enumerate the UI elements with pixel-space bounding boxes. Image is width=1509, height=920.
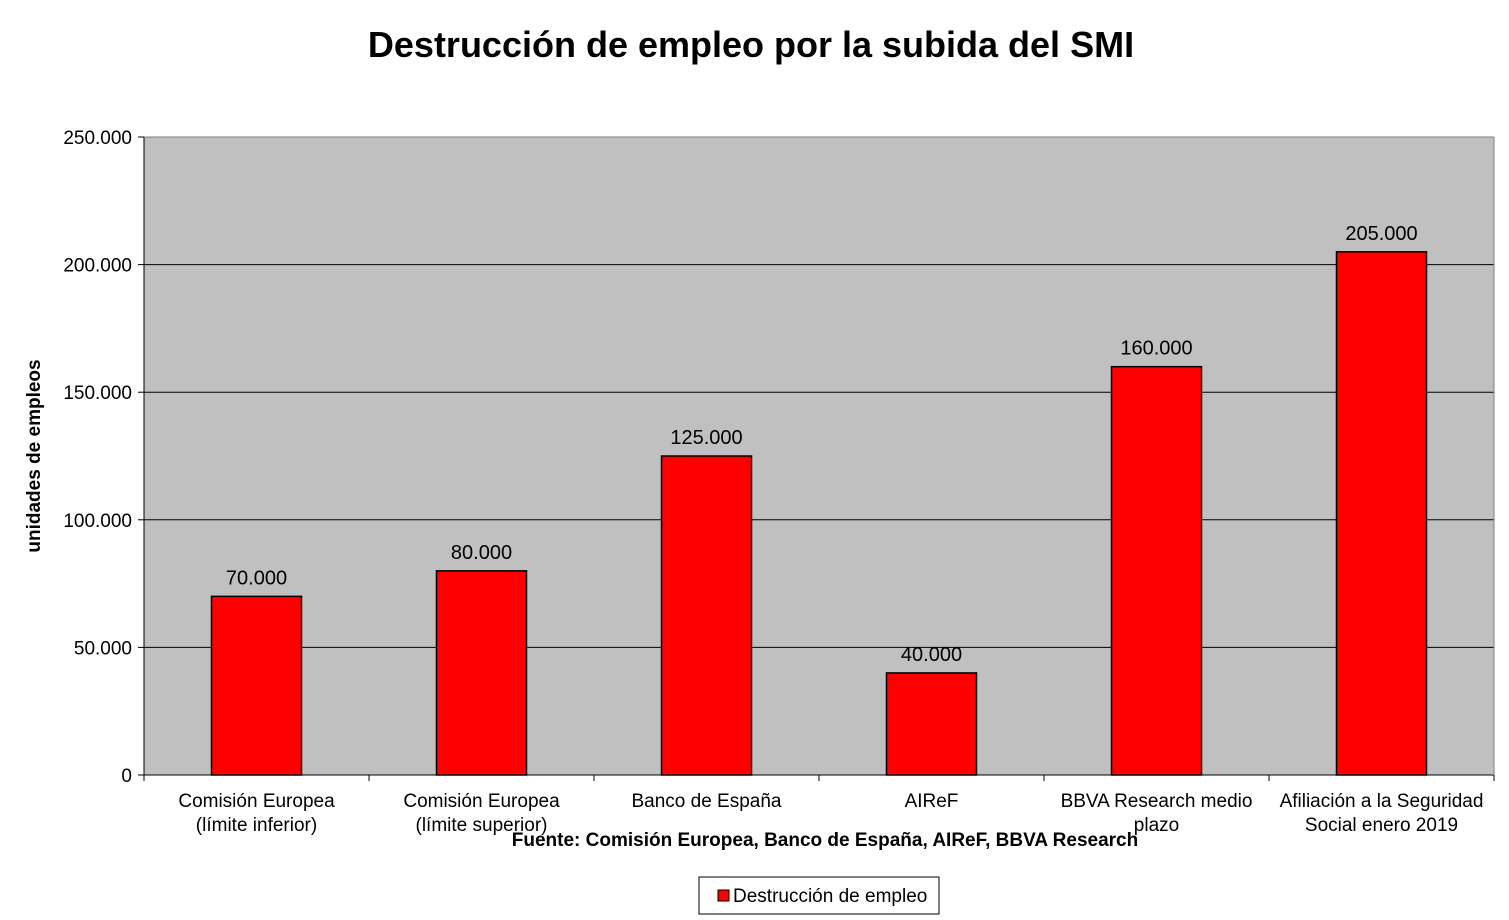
y-axis-label: unidades de empleos (24, 359, 45, 552)
y-tick-label: 0 (121, 766, 132, 787)
bar (885, 672, 978, 776)
x-category-labels: Comisión Europea (límite inferior) Comisió… (178, 791, 1483, 836)
bar (435, 570, 528, 776)
y-tick-label: 50.000 (74, 638, 132, 659)
x-category-label: (límite inferior) (196, 815, 317, 836)
bar (210, 595, 303, 776)
bar (1335, 251, 1428, 776)
data-label: 205.000 (1345, 223, 1417, 245)
legend-label: Destrucción de empleo (733, 886, 927, 907)
plot-area (144, 137, 1494, 775)
axes (138, 136, 1495, 781)
x-category-label: (límite superior) (416, 815, 548, 836)
source-note: Fuente: Comisión Europea, Banco de Españ… (512, 830, 1138, 851)
x-category-label: AIReF (905, 791, 959, 812)
legend: Destrucción de empleo (698, 876, 940, 915)
y-tick-label: 150.000 (63, 383, 132, 404)
y-tick-label: 100.000 (63, 511, 132, 532)
data-label: 125.000 (670, 427, 742, 449)
x-category-label: Afiliación a la Seguridad (1280, 791, 1484, 812)
x-category-label: Comisión Europea (178, 791, 335, 812)
bars (210, 251, 1428, 776)
x-category-label: Social enero 2019 (1305, 815, 1458, 836)
data-label: 80.000 (451, 542, 512, 564)
legend-box (698, 876, 940, 915)
data-labels: 70.000 80.000 125.000 40.000 160.000 205.000 (226, 223, 1418, 666)
x-category-label: Banco de España (631, 791, 781, 812)
data-label: 40.000 (901, 644, 962, 666)
y-tick-label: 200.000 (63, 256, 132, 277)
bar (1110, 365, 1203, 776)
x-category-label: Comisión Europea (403, 791, 560, 812)
x-category-label: plazo (1134, 815, 1179, 836)
data-label: 160.000 (1120, 338, 1192, 360)
data-label: 70.000 (226, 567, 287, 589)
x-category-label: BBVA Research medio (1061, 791, 1253, 812)
bar (660, 455, 753, 776)
y-tick-label: 250.000 (63, 128, 132, 149)
chart-title: Destrucción de empleo por la subida del … (368, 24, 1134, 65)
y-tick-labels: 0 50.000 100.000 150.000 200.000 250.000 (63, 128, 132, 787)
legend-swatch (717, 889, 730, 902)
